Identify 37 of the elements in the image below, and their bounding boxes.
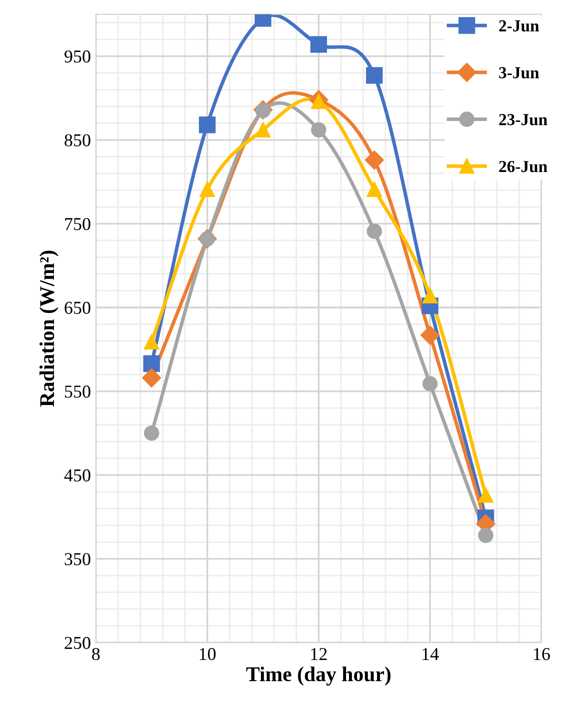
y-axis-title: Radiation (W/m²) [39,250,58,407]
x-tick-label: 10 [200,648,216,660]
point [364,150,384,170]
point [310,36,327,53]
point [366,67,383,84]
point [144,426,160,441]
point [143,355,160,372]
x-tick-label: 14 [422,648,439,660]
y-tick-label: 250 [64,636,90,650]
point [311,122,326,138]
x-axis-title: Time (day hour) [246,666,390,686]
y-tick-label: 650 [64,302,90,314]
legend-label: 3-Jun [499,67,540,78]
point [200,182,215,198]
point [366,182,382,198]
point [255,122,271,138]
point [478,528,494,544]
y-tick-label: 850 [64,134,90,146]
point [422,376,438,392]
x-tick-label: 16 [534,648,550,660]
y-tick-label: 550 [64,386,90,398]
y-tick-label: 350 [64,553,90,566]
point [142,368,162,388]
point [420,326,440,345]
point [144,334,160,350]
legend-label: 26-Jun [499,160,548,172]
point [478,488,494,503]
y-tick-label: 950 [64,50,90,63]
point [198,116,216,134]
legend-label: 23-Jun [499,114,548,126]
point [366,224,382,239]
point [422,288,438,304]
x-tick-label: 8 [92,648,100,660]
legend-label: 2-Jun [499,20,540,32]
x-tick-label: 12 [311,648,327,660]
y-tick-label: 450 [64,469,90,482]
y-tick-label: 750 [65,218,90,230]
